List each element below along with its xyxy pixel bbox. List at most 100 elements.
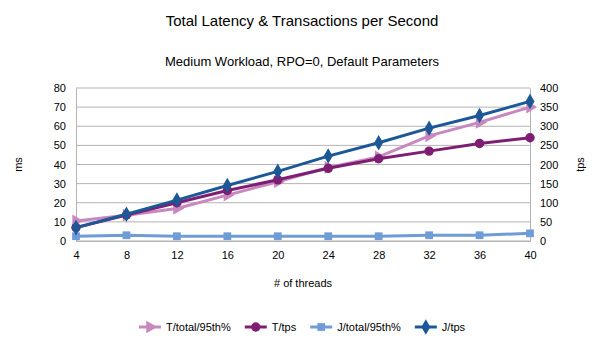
tick: 100: [530, 197, 558, 209]
legend-item: J/tps: [415, 319, 466, 335]
marker: [526, 94, 535, 110]
marker: [475, 139, 484, 148]
marker: [274, 232, 282, 240]
tick-label: 70: [54, 101, 66, 113]
series-line: [76, 101, 530, 227]
series: [72, 94, 535, 236]
marker: [425, 231, 433, 239]
legend: T/total/95th% T/tps J/total/95th% J/tps: [139, 319, 466, 335]
legend-item: J/total/95th%: [310, 321, 401, 333]
tick: 200: [530, 159, 558, 171]
axis-line: [530, 89, 531, 242]
tick-label: 20: [272, 249, 284, 261]
tick-label: 20: [54, 197, 66, 209]
legend-marker: [251, 322, 260, 331]
tick: 16: [222, 241, 234, 261]
marker: [223, 232, 231, 240]
x-axis: 4 8 12 16 20 24 28 32 36 40: [73, 241, 536, 261]
tick-label: 50: [54, 139, 66, 151]
grid-line: [76, 202, 530, 203]
marker: [273, 164, 282, 180]
plot-area: [71, 94, 537, 240]
marker: [374, 154, 383, 163]
marker: [424, 146, 433, 155]
tick-label: 16: [222, 249, 234, 261]
series: [72, 101, 537, 228]
marker: [475, 108, 484, 124]
tick-label: 250: [540, 139, 558, 151]
grid-line: [76, 183, 530, 184]
tick: 20: [54, 197, 76, 209]
marker: [476, 231, 484, 239]
tick: 50: [54, 139, 76, 151]
grid-line: [76, 221, 530, 222]
grid-line: [76, 107, 530, 108]
tick: 20: [272, 241, 284, 261]
tick-label: 0: [540, 235, 546, 247]
tick: 50: [530, 216, 552, 228]
tick-label: 50: [540, 216, 552, 228]
tick: 8: [124, 241, 130, 261]
tick-label: 400: [540, 82, 558, 94]
chart: Total Latency & Transactions per Second M…: [0, 0, 604, 340]
series-line: [76, 138, 530, 228]
tick-label: 300: [540, 120, 558, 132]
tick: 30: [54, 178, 76, 190]
grid: [76, 88, 530, 241]
tick-label: 80: [54, 82, 66, 94]
tick-label: 24: [323, 249, 335, 261]
legend-label: J/tps: [442, 321, 466, 333]
tick: 150: [530, 178, 558, 190]
subtitle: Medium Workload, RPO=0, Default Paramete…: [165, 54, 439, 69]
tick-label: 40: [524, 249, 536, 261]
tick-label: 60: [54, 120, 66, 132]
legend-marker: [421, 319, 430, 335]
marker: [123, 231, 131, 239]
marker: [375, 232, 383, 240]
tick-label: 40: [54, 159, 66, 171]
tick-label: 0: [60, 235, 66, 247]
tick: 250: [530, 139, 558, 151]
marker: [223, 178, 232, 194]
tick-label: 32: [423, 249, 435, 261]
grid-line: [76, 88, 530, 89]
tick-label: 100: [540, 197, 558, 209]
tick: 60: [54, 120, 76, 132]
marker: [324, 148, 333, 164]
tick-label: 36: [474, 249, 486, 261]
tick-label: 30: [54, 178, 66, 190]
legend-label: T/total/95th%: [166, 321, 231, 333]
tick: 70: [54, 101, 76, 113]
tick-label: 150: [540, 178, 558, 190]
tick-label: 12: [171, 249, 183, 261]
tick: 80: [54, 82, 76, 94]
tick-label: 200: [540, 159, 558, 171]
tick-label: 350: [540, 101, 558, 113]
tick: 400: [530, 82, 558, 94]
series: [71, 133, 534, 232]
x-axis-title: # of threads: [274, 277, 333, 289]
series: [72, 229, 534, 240]
tick: 4: [73, 241, 79, 261]
tick-label: 8: [124, 249, 130, 261]
axis-line: [77, 241, 531, 242]
tick: 36: [474, 241, 486, 261]
series-line: [76, 233, 530, 236]
marker: [374, 135, 383, 151]
tick: 40: [54, 159, 76, 171]
tick: 24: [323, 241, 335, 261]
marker: [425, 120, 434, 136]
legend-marker: [146, 321, 157, 334]
tick: 12: [171, 241, 183, 261]
marker: [324, 232, 332, 240]
tick-label: 4: [73, 249, 79, 261]
tick: 32: [423, 241, 435, 261]
legend-marker: [317, 323, 325, 331]
title: Total Latency & Transactions per Second: [166, 12, 439, 29]
legend-item: T/tps: [245, 321, 297, 333]
tick-label: 28: [373, 249, 385, 261]
marker: [324, 164, 333, 173]
marker: [525, 133, 534, 142]
marker: [72, 220, 81, 236]
marker: [526, 229, 534, 237]
